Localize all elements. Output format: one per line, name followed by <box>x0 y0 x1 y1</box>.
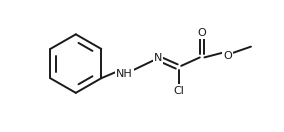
Text: NH: NH <box>116 69 133 79</box>
Text: O: O <box>198 28 206 38</box>
Text: O: O <box>223 51 232 61</box>
Text: N: N <box>154 53 162 63</box>
Text: Cl: Cl <box>174 86 184 96</box>
